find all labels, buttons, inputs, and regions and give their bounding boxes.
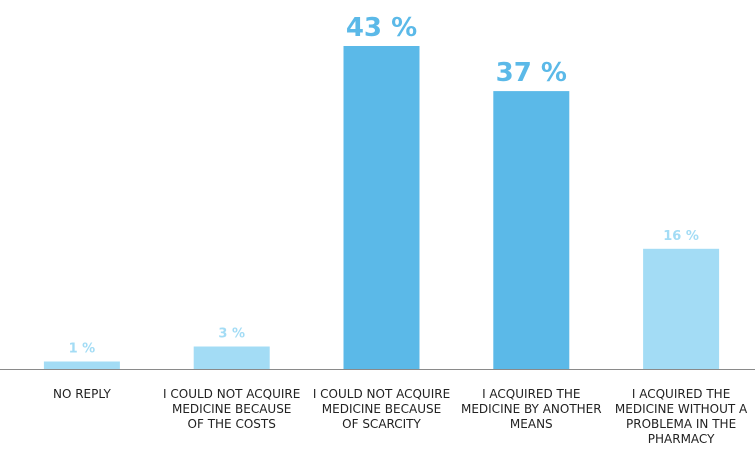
category-label-line: MEDICINE BY ANOTHER bbox=[461, 402, 602, 416]
category-label-line: I COULD NOT ACQUIRE bbox=[163, 387, 300, 401]
bar bbox=[643, 248, 720, 369]
category-label: NO REPLY bbox=[53, 387, 111, 401]
bar-value-label: 1 % bbox=[69, 342, 96, 357]
category-label: I ACQUIRED THE MEDICINE BY ANOTHER MEANS bbox=[461, 387, 602, 431]
category-label-line: MEDICINE WITHOUT A bbox=[615, 402, 748, 416]
category-label-line: NO REPLY bbox=[53, 387, 111, 401]
bar-value-label: 3 % bbox=[218, 327, 245, 342]
category-label: I COULD NOT ACQUIRE MEDICINE BECAUSE OF TH… bbox=[163, 387, 300, 431]
bars-group bbox=[43, 46, 720, 369]
category-label-line: I ACQUIRED THE bbox=[482, 387, 580, 401]
category-label-line: I ACQUIRED THE bbox=[632, 387, 730, 401]
category-label-line: PROBLEMA IN THE bbox=[626, 417, 736, 431]
value-labels-group: 1 % 3 % 43 % 37 % 16 % bbox=[69, 13, 699, 357]
category-label-line: MEDICINE BECAUSE bbox=[322, 402, 441, 416]
category-label-line: PHARMACY bbox=[648, 432, 715, 446]
category-label-line: MEDICINE BECAUSE bbox=[172, 402, 291, 416]
bar-value-label: 37 % bbox=[496, 58, 567, 88]
category-label-line: OF SCARCITY bbox=[342, 417, 421, 431]
bar-value-label: 43 % bbox=[346, 13, 417, 43]
bar bbox=[193, 346, 270, 369]
category-label: I COULD NOT ACQUIRE MEDICINE BECAUSE OF SC… bbox=[313, 387, 450, 431]
category-labels-group: NO REPLY I COULD NOT ACQUIRE MEDICINE BECA… bbox=[53, 387, 748, 446]
bar bbox=[43, 361, 120, 369]
category-label-line: OF THE COSTS bbox=[188, 417, 276, 431]
category-label-line: I COULD NOT ACQUIRE bbox=[313, 387, 450, 401]
bar-value-label: 16 % bbox=[663, 229, 699, 244]
category-label: I ACQUIRED THE MEDICINE WITHOUT A PROBLEMA… bbox=[615, 387, 748, 446]
bar bbox=[343, 46, 420, 369]
bar bbox=[493, 91, 570, 369]
category-label-line: MEANS bbox=[510, 417, 553, 431]
